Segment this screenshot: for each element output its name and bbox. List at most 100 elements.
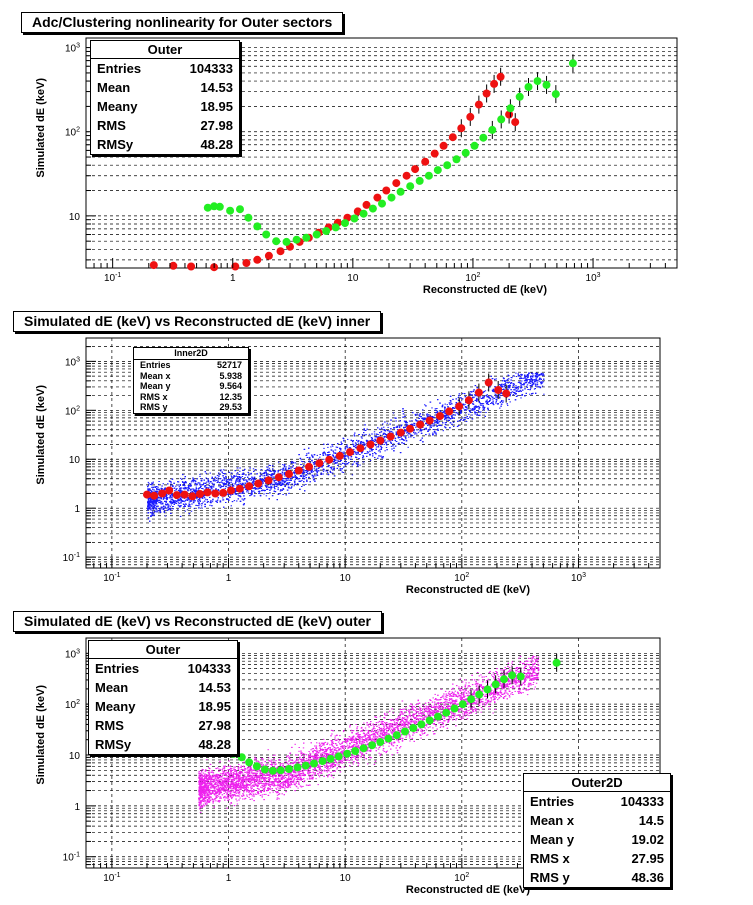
histogram-cell xyxy=(273,483,275,485)
histogram-cell xyxy=(364,446,367,448)
histogram-cell xyxy=(190,485,192,487)
histogram-cell xyxy=(163,510,166,512)
histogram-cell xyxy=(316,454,318,456)
histogram-cell xyxy=(492,402,494,404)
histogram-cell xyxy=(414,413,417,415)
data-point xyxy=(466,112,475,121)
histogram-cell xyxy=(164,515,167,517)
histogram-cell xyxy=(181,481,184,483)
histogram-cell xyxy=(333,456,335,458)
histogram-cell xyxy=(356,439,358,441)
histogram-cell xyxy=(239,482,241,484)
histogram-cell xyxy=(190,506,192,508)
histogram-cell xyxy=(147,504,149,506)
histogram-cell xyxy=(264,475,266,477)
histogram-cell xyxy=(405,438,407,440)
histogram-cell xyxy=(512,394,515,396)
histogram-cell xyxy=(524,376,526,378)
data-point xyxy=(496,72,505,81)
histogram-cell xyxy=(385,447,388,448)
histogram-cell xyxy=(365,434,367,436)
histogram-cell xyxy=(212,498,214,500)
histogram-cell xyxy=(286,479,288,481)
histogram-cell xyxy=(494,393,496,395)
x-tick-label: 10-1 xyxy=(104,272,121,284)
histogram-cell xyxy=(315,475,317,477)
histogram-cell xyxy=(366,455,368,457)
histogram-cell xyxy=(213,484,215,486)
histogram-cell xyxy=(216,474,219,476)
histogram-cell xyxy=(319,456,321,458)
histogram-cell xyxy=(271,473,273,475)
histogram-cell xyxy=(309,481,311,483)
histogram-cell xyxy=(241,492,243,494)
histogram-cell xyxy=(223,479,226,481)
histogram-cell xyxy=(486,399,488,401)
histogram-cell xyxy=(539,386,541,388)
histogram-cell xyxy=(520,374,523,376)
histogram-cell xyxy=(371,450,373,452)
histogram-cell xyxy=(312,477,314,479)
data-point xyxy=(439,141,448,150)
histogram-cell xyxy=(452,398,454,400)
histogram-cell xyxy=(180,505,182,507)
histogram-cell xyxy=(326,454,329,456)
data-point xyxy=(231,262,240,271)
histogram-cell xyxy=(187,489,189,491)
histogram-cell xyxy=(348,462,350,463)
histogram-cell xyxy=(474,385,477,387)
histogram-cell xyxy=(202,501,204,503)
histogram-cell xyxy=(294,462,297,464)
data-point xyxy=(373,193,382,202)
histogram-cell xyxy=(536,382,539,384)
histogram-cell xyxy=(192,481,195,483)
histogram-cell xyxy=(207,481,210,483)
histogram-cell xyxy=(239,478,242,480)
histogram-cell xyxy=(499,407,501,409)
histogram-cell xyxy=(236,473,238,475)
histogram-cell xyxy=(219,474,221,475)
data-point xyxy=(350,214,359,223)
histogram-cell xyxy=(416,420,419,422)
data-point xyxy=(424,171,433,180)
histogram-cell xyxy=(506,382,509,384)
histogram-cell xyxy=(181,487,183,489)
histogram-cell xyxy=(260,469,263,471)
histogram-cell xyxy=(185,503,187,505)
histogram-cell xyxy=(162,483,164,485)
histogram-cell xyxy=(416,429,418,431)
histogram-cell xyxy=(433,416,436,418)
histogram-cell xyxy=(309,462,311,463)
histogram-cell xyxy=(175,485,177,487)
histogram-cell xyxy=(444,403,446,405)
histogram-cell xyxy=(492,398,494,400)
histogram-cell xyxy=(500,401,503,402)
histogram-cell xyxy=(187,488,190,490)
histogram-cell xyxy=(156,499,159,501)
histogram-cell xyxy=(492,390,494,392)
histogram-cell xyxy=(408,420,411,422)
data-point xyxy=(457,124,466,133)
histogram-cell xyxy=(365,443,368,445)
histogram-cell xyxy=(252,468,255,470)
histogram-cell xyxy=(288,483,290,485)
histogram-cell xyxy=(445,414,447,416)
histogram-cell xyxy=(203,495,206,497)
histogram-cell xyxy=(251,478,253,480)
histogram-cell xyxy=(531,380,533,382)
histogram-cell xyxy=(209,504,211,506)
histogram-cell xyxy=(188,501,191,503)
histogram-cell xyxy=(275,479,277,481)
histogram-cell xyxy=(205,472,207,474)
histogram-cell xyxy=(228,484,231,486)
histogram-cell xyxy=(185,504,187,505)
series-1 xyxy=(203,54,577,246)
histogram-cell xyxy=(371,439,373,441)
data-point xyxy=(253,255,262,264)
tick-exponent: 2 xyxy=(76,127,80,134)
histogram-cell xyxy=(247,491,250,493)
histogram-cell xyxy=(159,501,161,503)
histogram-cell xyxy=(471,391,473,393)
histogram-cell xyxy=(168,509,170,511)
histogram-cell xyxy=(243,487,245,489)
